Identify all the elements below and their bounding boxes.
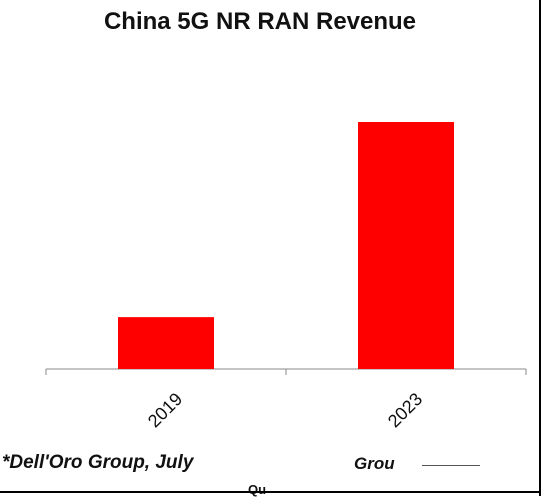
- frame-border-right: [539, 0, 541, 496]
- source-note-fragment: Grou: [354, 454, 395, 473]
- source-dash-line: [422, 465, 480, 466]
- x-tick-label-2023: 2023: [384, 389, 426, 431]
- axis-layer: [45, 368, 527, 375]
- cropped-text-fragment: Qu: [248, 482, 267, 497]
- bar-2019: [118, 317, 214, 369]
- tick-label-layer: 2019 2023: [144, 389, 426, 431]
- source-note: *Dell'Oro Group, July: [2, 452, 194, 473]
- x-tick-label-2019: 2019: [144, 389, 186, 431]
- bar-2023: [358, 122, 454, 369]
- chart-title: China 5G NR RAN Revenue: [103, 8, 417, 35]
- bar-layer: [118, 122, 454, 369]
- frame-border-bottom: [0, 491, 541, 493]
